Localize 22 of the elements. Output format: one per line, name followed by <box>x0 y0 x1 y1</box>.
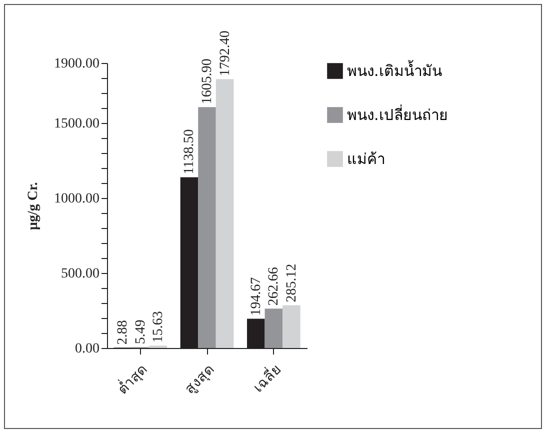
legend-label: แม่ค้า <box>347 150 385 168</box>
data-label: 1792.40 <box>218 30 233 76</box>
legend-label: พนง.เติมน้ำมัน <box>347 60 442 80</box>
y-tick-label: 0.00 <box>75 342 100 356</box>
data-label: 15.63 <box>151 311 166 343</box>
y-tick-label: 1000.00 <box>54 192 100 206</box>
data-label: 285.12 <box>284 264 300 302</box>
data-label: 1605.90 <box>200 58 215 104</box>
data-label: 5.49 <box>133 320 148 344</box>
data-label: 262.66 <box>266 267 282 306</box>
y-tick-label: 1900.00 <box>54 56 100 72</box>
legend-label: พนง.เปลี่ยนถ่าย <box>347 104 448 124</box>
bar <box>198 107 216 348</box>
data-label: 194.67 <box>248 277 264 316</box>
y-tick-label: 500.00 <box>61 266 100 282</box>
data-label: 1138.50 <box>182 129 198 174</box>
bar <box>216 79 234 348</box>
data-label: 2.88 <box>116 320 131 345</box>
y-axis-title: μg/g Cr. <box>26 182 41 230</box>
y-tick-label: 1500.00 <box>54 116 100 132</box>
bar <box>282 305 300 348</box>
bar <box>264 308 283 348</box>
